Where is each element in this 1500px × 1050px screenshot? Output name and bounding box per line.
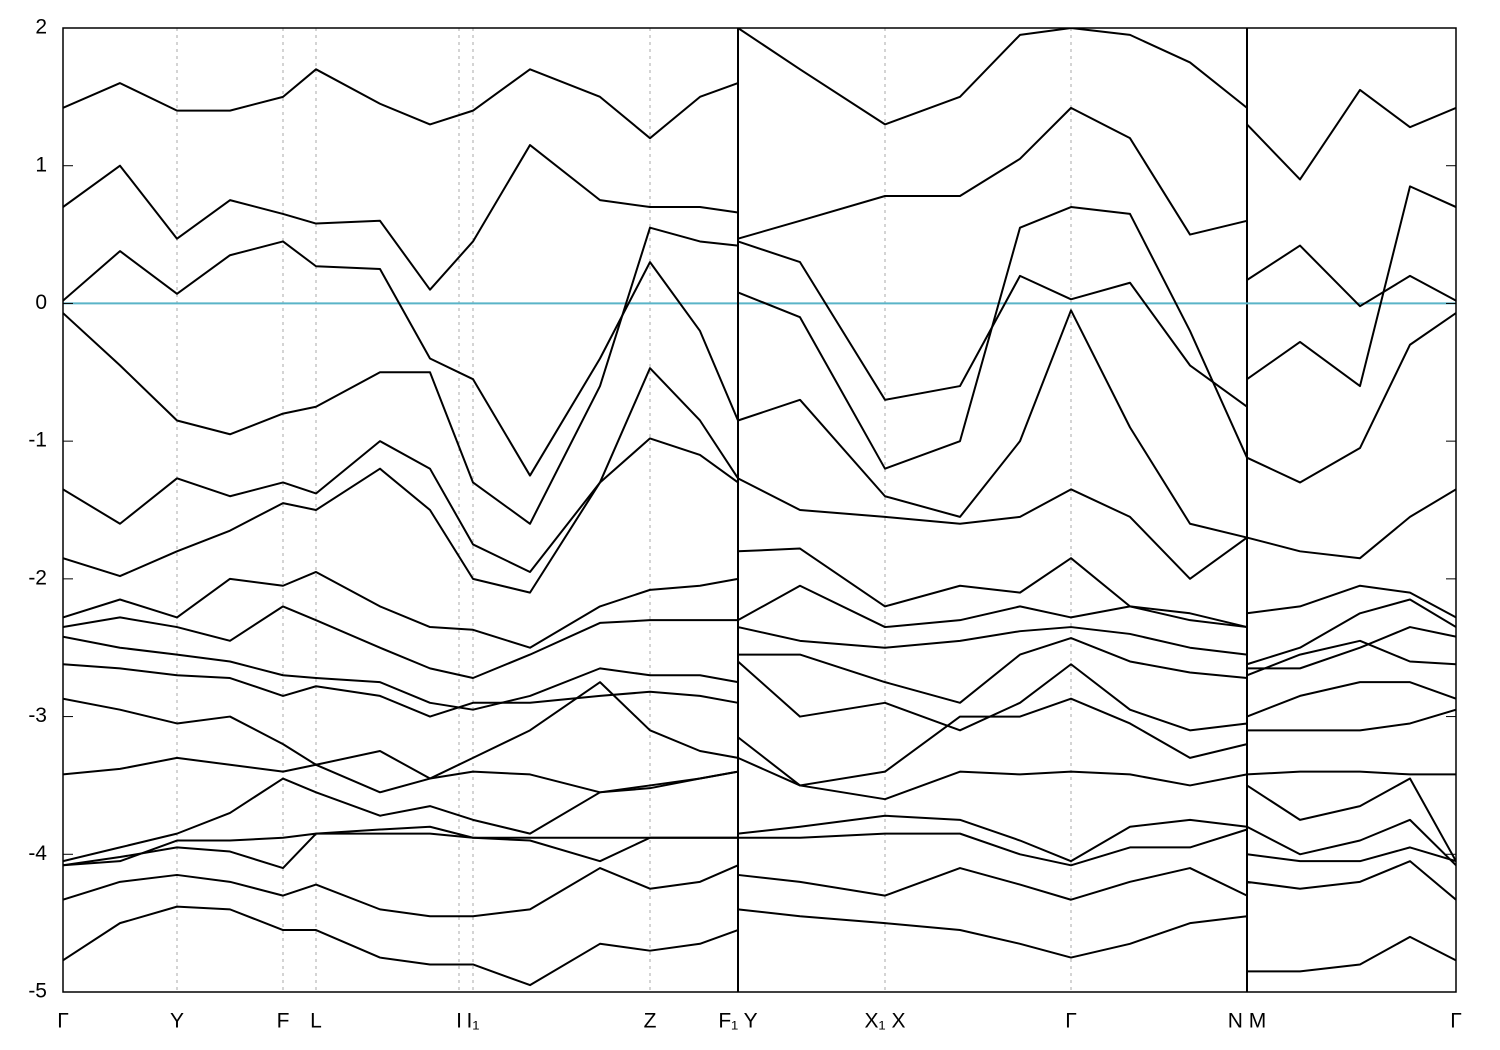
y-tick-label: -1 <box>28 429 47 452</box>
x-tick-label: I₁ <box>467 1010 480 1033</box>
x-tick-label: Γ <box>1065 1010 1077 1033</box>
band-line <box>63 106 1456 308</box>
band-line <box>63 206 1456 525</box>
band-line <box>63 770 1456 867</box>
y-tick-label: -3 <box>28 704 47 727</box>
x-tick-label: N M <box>1228 1010 1267 1033</box>
x-tick-label: F₁ Y <box>718 1010 757 1033</box>
plot-frame <box>62 27 1457 993</box>
y-tick-label: 2 <box>35 16 47 39</box>
band-line <box>63 185 1456 477</box>
y-tick-label: -5 <box>28 980 47 1003</box>
band-line <box>63 905 1456 987</box>
x-tick-label: I <box>456 1010 462 1033</box>
y-tick-label: 1 <box>35 153 47 176</box>
band-line <box>63 825 1456 870</box>
band-line <box>63 309 1456 594</box>
band-line <box>63 28 1456 181</box>
x-tick-label: X₁ X <box>865 1010 906 1033</box>
x-tick-label: F <box>277 1010 290 1033</box>
x-tick-label: Y <box>170 1010 184 1033</box>
band-line <box>63 660 1456 780</box>
x-tick-label: Γ <box>1450 1010 1462 1033</box>
y-tick-label: -4 <box>28 842 47 865</box>
x-tick-label: Γ <box>57 1010 69 1033</box>
x-tick-label: Z <box>644 1010 657 1033</box>
y-tick-label: -2 <box>28 566 47 589</box>
y-tick-label: 0 <box>35 291 47 314</box>
band-line <box>63 437 1456 619</box>
x-tick-label: L <box>310 1010 322 1033</box>
band-line <box>63 697 1456 794</box>
band-line <box>63 860 1456 918</box>
plot-area <box>63 28 1456 992</box>
